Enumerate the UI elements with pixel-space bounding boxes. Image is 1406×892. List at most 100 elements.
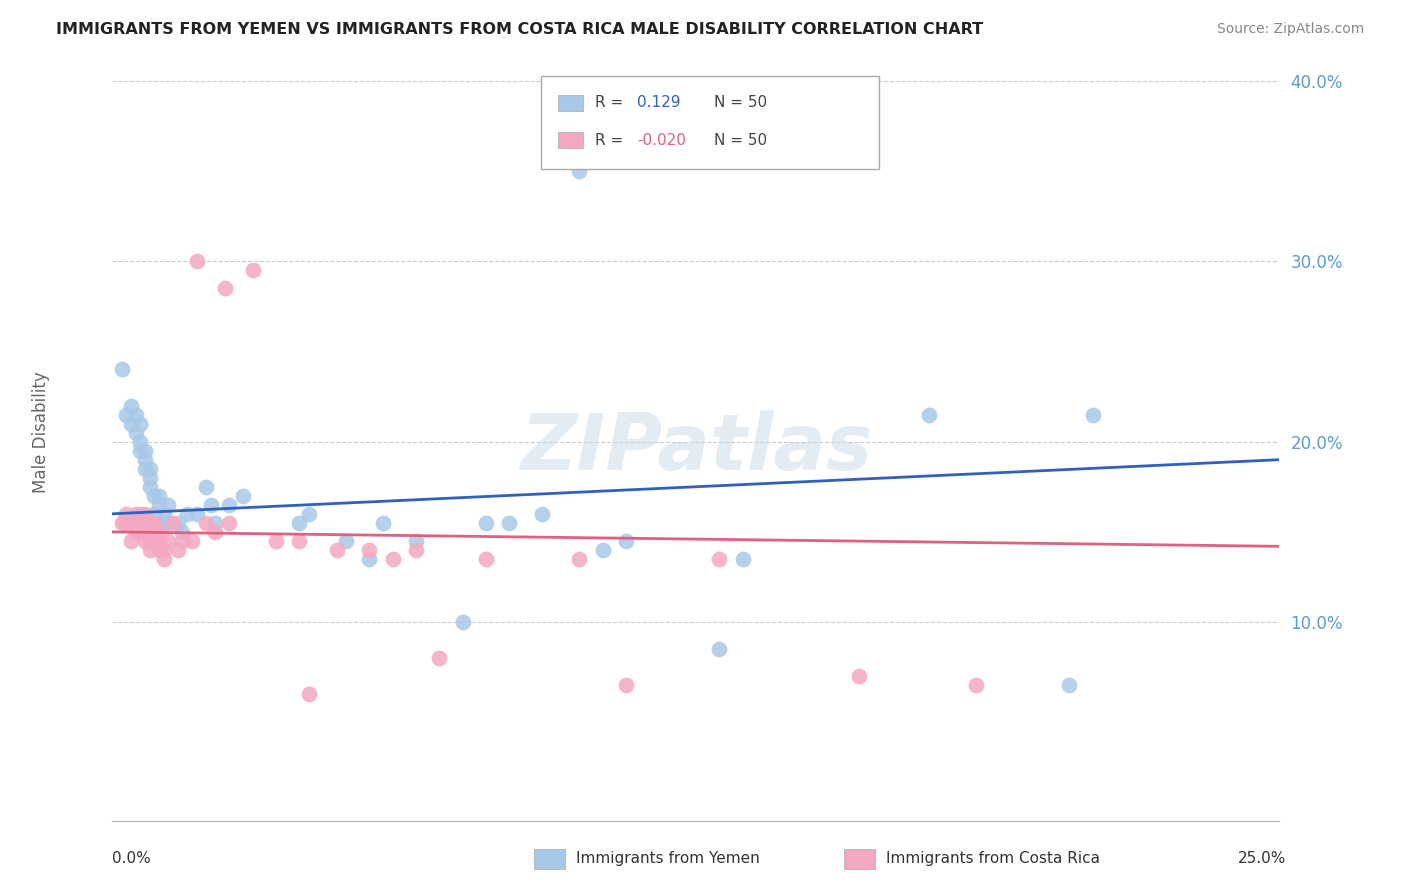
- Point: [709, 642, 731, 657]
- Point: [475, 552, 498, 566]
- Point: [709, 552, 731, 566]
- Point: [120, 399, 142, 413]
- Point: [115, 408, 138, 422]
- Point: [218, 498, 240, 512]
- Point: [120, 417, 142, 431]
- Point: [1081, 408, 1104, 422]
- Text: 0.129: 0.129: [637, 95, 681, 110]
- Point: [139, 480, 162, 494]
- Point: [139, 543, 162, 558]
- Point: [139, 533, 162, 548]
- Point: [288, 516, 311, 530]
- Point: [129, 434, 152, 449]
- Point: [134, 524, 156, 539]
- Point: [172, 524, 194, 539]
- Point: [125, 425, 148, 440]
- Point: [166, 516, 188, 530]
- Point: [125, 507, 148, 521]
- Point: [180, 533, 202, 548]
- Y-axis label: Male Disability: Male Disability: [32, 372, 51, 493]
- Point: [153, 516, 176, 530]
- Point: [148, 524, 170, 539]
- Point: [200, 498, 222, 512]
- Point: [405, 533, 427, 548]
- Point: [134, 443, 156, 458]
- Point: [381, 552, 404, 566]
- Text: 0.0%: 0.0%: [112, 852, 152, 866]
- Point: [568, 552, 591, 566]
- Point: [157, 498, 180, 512]
- Point: [172, 533, 194, 548]
- Point: [162, 516, 184, 530]
- Point: [143, 524, 166, 539]
- Point: [194, 480, 217, 494]
- Point: [115, 507, 138, 521]
- Point: [186, 254, 208, 268]
- Point: [115, 516, 138, 530]
- Point: [498, 516, 520, 530]
- Point: [143, 516, 166, 530]
- Point: [153, 552, 176, 566]
- Point: [139, 471, 162, 485]
- Point: [143, 489, 166, 503]
- Point: [148, 498, 170, 512]
- Point: [157, 516, 180, 530]
- Point: [1059, 678, 1081, 692]
- Point: [120, 533, 142, 548]
- Text: N = 50: N = 50: [714, 95, 768, 110]
- Point: [592, 543, 614, 558]
- Point: [134, 461, 156, 475]
- Point: [530, 507, 553, 521]
- Point: [965, 678, 987, 692]
- Point: [204, 524, 226, 539]
- Point: [111, 362, 134, 376]
- Point: [134, 507, 156, 521]
- Text: Immigrants from Yemen: Immigrants from Yemen: [576, 852, 761, 866]
- Point: [218, 516, 240, 530]
- Text: ZIPatlas: ZIPatlas: [520, 410, 872, 486]
- Point: [373, 516, 395, 530]
- Point: [194, 516, 217, 530]
- Point: [148, 533, 170, 548]
- Point: [129, 524, 152, 539]
- Point: [129, 417, 152, 431]
- Point: [139, 516, 162, 530]
- Point: [731, 552, 754, 566]
- Point: [153, 507, 176, 521]
- Point: [297, 687, 319, 701]
- Point: [134, 452, 156, 467]
- Point: [125, 408, 148, 422]
- Text: IMMIGRANTS FROM YEMEN VS IMMIGRANTS FROM COSTA RICA MALE DISABILITY CORRELATION : IMMIGRANTS FROM YEMEN VS IMMIGRANTS FROM…: [56, 22, 983, 37]
- Point: [918, 408, 941, 422]
- Point: [335, 533, 357, 548]
- Point: [166, 543, 188, 558]
- Point: [614, 678, 637, 692]
- Text: Source: ZipAtlas.com: Source: ZipAtlas.com: [1216, 22, 1364, 37]
- Text: R =: R =: [595, 95, 623, 110]
- Text: Immigrants from Costa Rica: Immigrants from Costa Rica: [886, 852, 1099, 866]
- Point: [297, 507, 319, 521]
- Point: [129, 516, 152, 530]
- Point: [475, 516, 498, 530]
- Point: [359, 552, 381, 566]
- Point: [143, 507, 166, 521]
- Point: [204, 516, 226, 530]
- Point: [148, 489, 170, 503]
- Point: [232, 489, 254, 503]
- Text: 25.0%: 25.0%: [1239, 852, 1286, 866]
- Point: [153, 543, 176, 558]
- Point: [129, 507, 152, 521]
- Point: [614, 533, 637, 548]
- Point: [451, 615, 474, 629]
- Text: N = 50: N = 50: [714, 133, 768, 147]
- Point: [405, 543, 427, 558]
- Point: [139, 461, 162, 475]
- Point: [134, 533, 156, 548]
- Point: [125, 524, 148, 539]
- Point: [148, 543, 170, 558]
- Point: [157, 533, 180, 548]
- Point: [848, 669, 870, 683]
- Point: [129, 443, 152, 458]
- Point: [111, 516, 134, 530]
- Point: [214, 281, 236, 295]
